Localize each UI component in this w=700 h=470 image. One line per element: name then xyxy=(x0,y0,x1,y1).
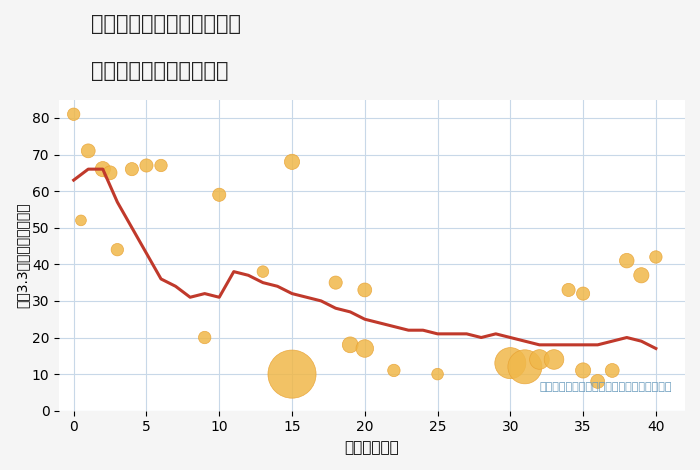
Point xyxy=(650,253,662,261)
Point xyxy=(578,367,589,374)
Point xyxy=(330,279,342,286)
Point xyxy=(359,345,370,352)
Point xyxy=(83,147,94,155)
Text: 築年数別中古戸建て価格: 築年数別中古戸建て価格 xyxy=(91,61,228,81)
Point xyxy=(286,370,297,378)
Point xyxy=(286,158,297,165)
Point xyxy=(155,162,167,169)
Point xyxy=(578,290,589,298)
Point xyxy=(563,286,574,294)
Point xyxy=(199,334,210,341)
Point xyxy=(359,286,370,294)
Point xyxy=(607,367,618,374)
X-axis label: 築年数（年）: 築年数（年） xyxy=(344,440,400,455)
Text: 福岡県遠賀郡岡垣町戸切の: 福岡県遠賀郡岡垣町戸切の xyxy=(91,14,241,34)
Point xyxy=(258,268,269,275)
Point xyxy=(505,360,516,367)
Point xyxy=(592,378,603,385)
Point xyxy=(126,165,137,173)
Point xyxy=(621,257,632,265)
Point xyxy=(519,363,531,370)
Point xyxy=(636,272,647,279)
Point xyxy=(534,356,545,363)
Point xyxy=(548,356,559,363)
Point xyxy=(389,367,400,374)
Point xyxy=(432,370,443,378)
Point xyxy=(112,246,123,253)
Point xyxy=(214,191,225,198)
Point xyxy=(104,169,116,177)
Point xyxy=(344,341,356,349)
Text: 円の大きさは、取引のあった物件面積を示す: 円の大きさは、取引のあった物件面積を示す xyxy=(540,382,673,392)
Point xyxy=(141,162,152,169)
Point xyxy=(97,165,108,173)
Y-axis label: 坪（3.3㎡）単価（万円）: 坪（3.3㎡）単価（万円） xyxy=(15,203,29,308)
Point xyxy=(68,110,79,118)
Point xyxy=(76,217,87,224)
